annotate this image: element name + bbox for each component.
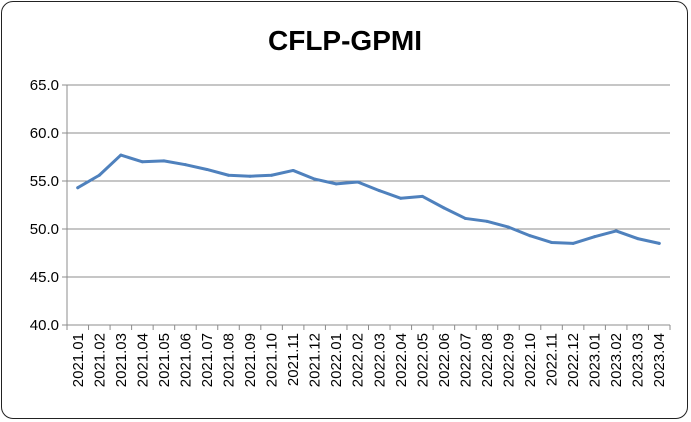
- x-tick-label: 2023.02: [608, 333, 625, 387]
- x-tick-label: 2022.09: [500, 333, 517, 387]
- series-line: [76, 153, 661, 245]
- x-tick-label: 2021.12: [307, 333, 324, 387]
- series-group: [76, 153, 661, 245]
- data-point: [528, 234, 532, 238]
- data-point: [571, 241, 575, 245]
- x-tick-label: 2022.01: [328, 333, 345, 387]
- x-tick-label: 2021.08: [221, 333, 238, 387]
- x-tick-label: 2021.02: [91, 333, 108, 387]
- data-point: [636, 237, 640, 241]
- data-point: [657, 241, 661, 245]
- x-tick-label: 2022.08: [479, 333, 496, 387]
- y-tick-label: 55.0: [30, 173, 59, 190]
- data-point: [291, 168, 295, 172]
- x-tick-label: 2021.06: [177, 333, 194, 387]
- grid-lines: [67, 84, 670, 326]
- y-tick-label: 50.0: [30, 221, 59, 238]
- chart-title: CFLP-GPMI: [268, 25, 422, 56]
- y-tick-label: 40.0: [30, 317, 59, 334]
- x-tick-label: 2021.03: [113, 333, 130, 387]
- data-point: [463, 216, 467, 220]
- x-tick-label: 2021.04: [134, 333, 151, 387]
- y-tick-labels: 40.0 45.0 50.0 55.0 60.0 65.0: [30, 77, 59, 334]
- data-point: [593, 235, 597, 239]
- x-tick-label: 2023.04: [651, 333, 668, 387]
- x-tick-label: 2022.11: [544, 333, 561, 386]
- x-tick-label: 2022.06: [436, 333, 453, 387]
- y-tick-label: 65.0: [30, 77, 59, 94]
- x-tick-label: 2021.10: [264, 333, 281, 387]
- data-point: [356, 180, 360, 184]
- y-tick-label: 45.0: [30, 269, 59, 286]
- data-point: [506, 225, 510, 229]
- x-tick-label: 2022.03: [371, 333, 388, 387]
- data-point: [119, 153, 123, 157]
- data-point: [140, 160, 144, 164]
- data-point: [162, 159, 166, 163]
- x-tick-label: 2023.03: [630, 333, 647, 387]
- data-point: [377, 189, 381, 193]
- x-tick-label: 2022.05: [414, 333, 431, 387]
- data-point: [227, 173, 231, 177]
- x-tick-label: 2022.12: [565, 333, 582, 387]
- data-point: [442, 206, 446, 210]
- data-point: [205, 167, 209, 171]
- x-tick-label: 2021.05: [156, 333, 173, 387]
- x-tick-label: 2021.01: [70, 333, 87, 387]
- data-point: [248, 174, 252, 178]
- axes: [62, 84, 671, 330]
- x-tick-labels: 2021.01 2021.02 2021.03 2021.04 2021.05 2021.…: [70, 333, 668, 387]
- x-tick-label: 2022.02: [350, 333, 367, 387]
- data-point: [76, 186, 80, 190]
- x-tick-label: 2022.07: [457, 333, 474, 387]
- data-point: [485, 219, 489, 223]
- data-point: [399, 196, 403, 200]
- x-tick-label: 2022.04: [393, 333, 410, 387]
- data-point: [420, 194, 424, 198]
- data-point: [614, 229, 618, 233]
- y-tick-label: 60.0: [30, 125, 59, 142]
- data-point: [270, 173, 274, 177]
- x-tick-label: 2023.01: [587, 333, 604, 387]
- data-point: [183, 163, 187, 167]
- x-tick-label: 2021.07: [199, 333, 216, 387]
- data-point: [97, 173, 101, 177]
- x-tick-label: 2022.10: [522, 333, 539, 387]
- data-point: [550, 240, 554, 244]
- x-tick-label: 2021.09: [242, 333, 259, 387]
- x-tick-label: 2021.11: [285, 333, 302, 386]
- data-point: [313, 177, 317, 181]
- data-point: [334, 182, 338, 186]
